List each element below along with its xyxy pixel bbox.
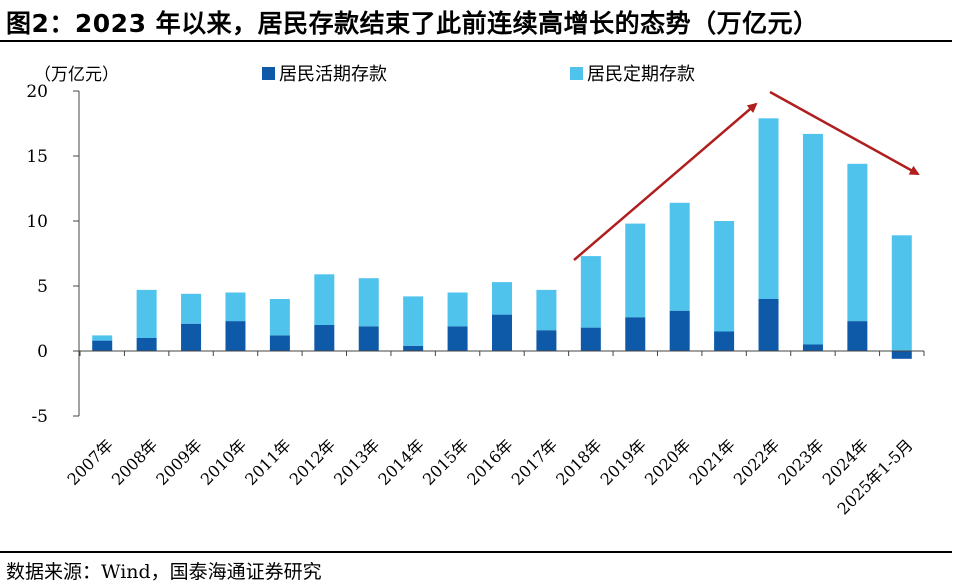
bar-demand-deposit-7 xyxy=(403,345,424,351)
x-tick-label: 2016年 xyxy=(463,435,517,489)
y-tick-label: 15 xyxy=(26,147,48,167)
bar-demand-deposit-18 xyxy=(891,351,912,359)
x-tick-label: 2008年 xyxy=(108,435,162,489)
x-tick-label: 2021年 xyxy=(685,435,739,489)
bar-time-deposit-11 xyxy=(580,256,601,328)
legend-swatch xyxy=(570,67,583,80)
bar-demand-deposit-8 xyxy=(447,326,468,351)
legend-label: 居民活期存款 xyxy=(279,64,387,85)
legend-label: 居民定期存款 xyxy=(587,64,695,85)
x-tick-label: 2012年 xyxy=(286,435,340,489)
figure-title: 图2：2023 年以来，居民存款结束了此前连续高增长的态势（万亿元） xyxy=(6,9,819,38)
bar-demand-deposit-0 xyxy=(92,340,113,351)
stacked-bar-chart: （万亿元） 居民活期存款 居民定期存款 -5051015202007年2008年2… xyxy=(26,64,925,518)
bar-demand-deposit-1 xyxy=(136,338,157,351)
bar-demand-deposit-11 xyxy=(580,327,601,351)
bar-time-deposit-9 xyxy=(492,282,512,315)
bar-demand-deposit-14 xyxy=(714,331,735,351)
x-tick-label: 2022年 xyxy=(730,435,784,489)
bar-time-deposit-1 xyxy=(136,289,157,338)
x-tick-label: 2010年 xyxy=(197,435,251,489)
legend: 居民活期存款 居民定期存款 xyxy=(262,64,695,85)
bar-demand-deposit-2 xyxy=(181,323,202,351)
bar-time-deposit-18 xyxy=(891,235,912,351)
bar-time-deposit-14 xyxy=(714,221,735,332)
bar-demand-deposit-5 xyxy=(314,325,335,351)
bar-time-deposit-15 xyxy=(758,118,779,299)
y-tick-label: 0 xyxy=(37,342,48,362)
y-unit-label: （万亿元） xyxy=(34,65,119,85)
axes: -5 0 5 10 15 20 2007年2008年2009年2010年2011年2012年… xyxy=(26,82,925,518)
x-tick-label: 2018年 xyxy=(552,435,606,489)
x-tick-label: 2020年 xyxy=(641,435,695,489)
bar-time-deposit-3 xyxy=(225,292,246,322)
bar-time-deposit-6 xyxy=(358,278,379,327)
x-tick-label: 2011年 xyxy=(241,435,295,489)
trend-arrow-down xyxy=(769,90,920,176)
bar-time-deposit-17 xyxy=(847,163,868,322)
bar-demand-deposit-17 xyxy=(847,321,868,351)
y-tick-label: -5 xyxy=(31,407,48,427)
x-tick-label: 2015年 xyxy=(419,435,473,489)
bar-demand-deposit-4 xyxy=(269,335,290,351)
legend-swatch xyxy=(262,67,275,80)
bar-demand-deposit-10 xyxy=(536,330,557,351)
bar-demand-deposit-6 xyxy=(358,326,379,351)
x-tick-label: 2017年 xyxy=(508,435,562,489)
bar-time-deposit-4 xyxy=(269,299,290,336)
bar-demand-deposit-9 xyxy=(492,314,512,351)
bar-demand-deposit-3 xyxy=(225,321,246,351)
bar-demand-deposit-12 xyxy=(625,317,646,351)
bar-time-deposit-5 xyxy=(314,274,335,325)
x-tick-label: 2013年 xyxy=(330,435,384,489)
bar-time-deposit-13 xyxy=(669,202,690,311)
bar-time-deposit-2 xyxy=(181,293,202,324)
x-tick-label: 2009年 xyxy=(152,435,206,489)
trend-arrow-up xyxy=(573,102,758,261)
source-rule xyxy=(0,551,952,553)
x-tick-label: 2007年 xyxy=(63,435,117,489)
x-tick-label: 2014年 xyxy=(374,435,428,489)
bar-time-deposit-7 xyxy=(403,296,424,346)
y-tick-label: 5 xyxy=(37,277,48,297)
x-tick-label: 2019年 xyxy=(597,435,651,489)
bar-time-deposit-10 xyxy=(536,289,557,331)
y-tick-label: 10 xyxy=(26,212,48,232)
source-note: 数据来源：Wind，国泰海通证券研究 xyxy=(6,561,322,583)
bar-time-deposit-12 xyxy=(625,223,646,318)
bar-time-deposit-8 xyxy=(447,292,468,327)
bar-demand-deposit-16 xyxy=(802,344,823,351)
bars xyxy=(92,118,912,359)
bar-time-deposit-0 xyxy=(92,335,113,341)
x-tick-label: 2023年 xyxy=(774,435,828,489)
trend-arrows xyxy=(573,90,920,261)
bar-demand-deposit-13 xyxy=(669,310,690,351)
y-tick-label: 20 xyxy=(26,82,48,102)
title-rule xyxy=(0,40,952,42)
bar-time-deposit-16 xyxy=(802,133,823,345)
bar-demand-deposit-15 xyxy=(758,299,779,351)
